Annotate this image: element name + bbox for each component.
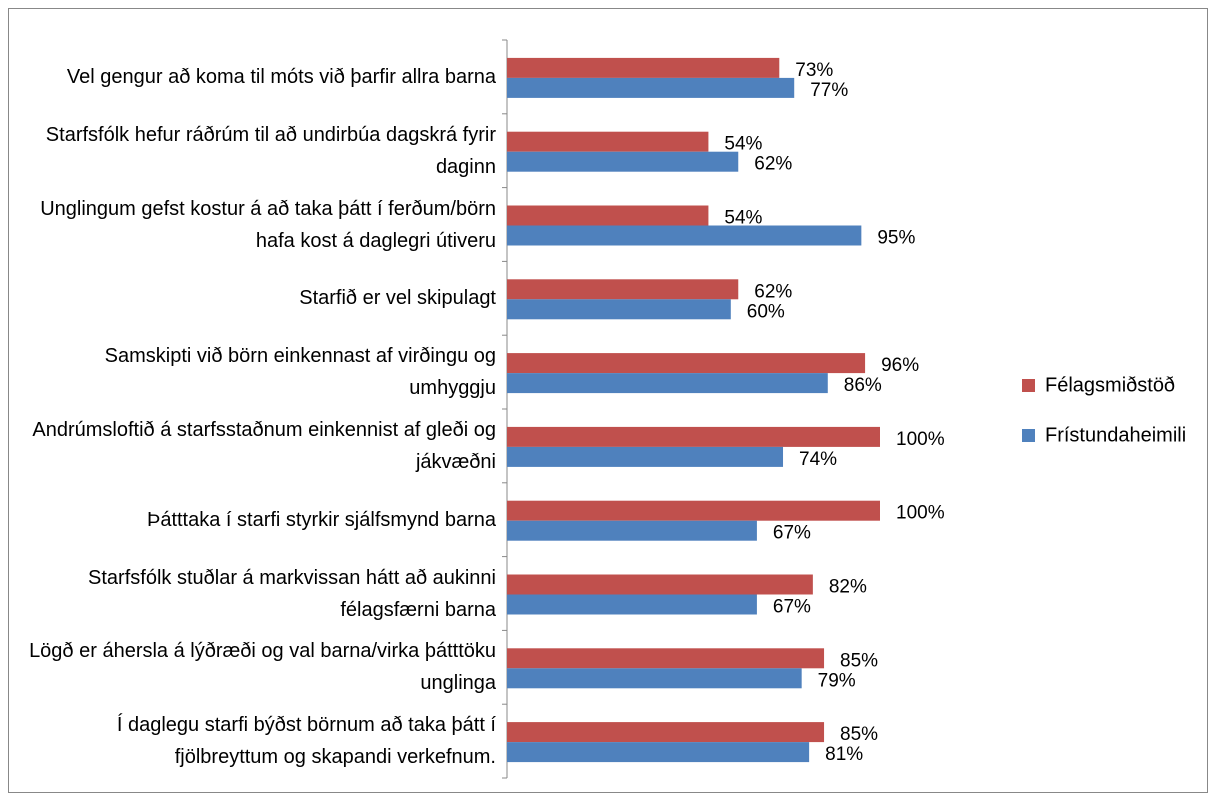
category-label: Vel gengur að koma til móts við þarfir a…: [66, 65, 496, 88]
category-label: Unglingum gefst kostur á að taka þátt í …: [40, 197, 496, 252]
bar: [507, 353, 866, 374]
bar: [507, 426, 880, 447]
bar: [507, 648, 825, 669]
bar: [507, 668, 802, 689]
category-label: Í daglegu starfi býðst börnum að taka þá…: [116, 714, 496, 769]
bar: [507, 722, 825, 743]
value-label: 79%: [818, 670, 856, 691]
bar: [507, 299, 731, 320]
value-label: 67%: [773, 523, 811, 544]
value-label: 77%: [810, 80, 848, 101]
bar: [507, 742, 810, 763]
category-label: Lögð er áhersla á lýðræði og val barna/v…: [29, 640, 496, 695]
legend-label: Félagsmiðstöð: [1045, 374, 1175, 396]
legend-swatch: [1022, 379, 1035, 392]
value-label: 54%: [724, 134, 762, 155]
category-label: Þátttaka í starfi styrkir sjálfsmynd bar…: [146, 508, 496, 531]
category-label: Samskipti við börn einkennast af virðing…: [104, 345, 496, 400]
value-label: 60%: [747, 301, 785, 322]
bar: [507, 77, 795, 98]
category-label: Starfsfólk stuðlar á markvissan hátt að …: [88, 566, 496, 621]
bar: [507, 594, 757, 615]
legend-label: Frístundaheimili: [1045, 424, 1186, 446]
bar: [507, 500, 880, 521]
bar: [507, 446, 784, 467]
bar: [507, 205, 709, 226]
category-label: Starfsfólk hefur ráðrúm til að undirbúa …: [45, 123, 496, 178]
value-label: 62%: [754, 281, 792, 302]
value-label: 100%: [896, 429, 945, 450]
bar: [507, 151, 739, 172]
value-label: 96%: [881, 355, 919, 376]
value-label: 62%: [754, 154, 792, 175]
category-label: Starfið er vel skipulagt: [299, 287, 496, 310]
bar: [507, 574, 813, 595]
value-label: 81%: [825, 744, 863, 765]
bar: [507, 225, 862, 246]
value-label: 85%: [840, 724, 878, 745]
value-label: 86%: [844, 375, 882, 396]
value-label: 100%: [896, 503, 945, 524]
value-label: 85%: [840, 650, 878, 671]
value-label: 73%: [795, 60, 833, 81]
legend-swatch: [1022, 429, 1035, 442]
value-label: 74%: [799, 449, 837, 470]
value-label: 95%: [877, 228, 915, 249]
value-label: 54%: [724, 208, 762, 229]
bar: [507, 279, 739, 300]
bar: [507, 373, 828, 394]
bar: [507, 131, 709, 152]
value-label: 67%: [773, 597, 811, 618]
bar: [507, 57, 780, 78]
category-label: Andrúmsloftið á starfsstaðnum einkennist…: [32, 418, 496, 473]
bar: [507, 520, 757, 541]
value-label: 82%: [829, 577, 867, 598]
